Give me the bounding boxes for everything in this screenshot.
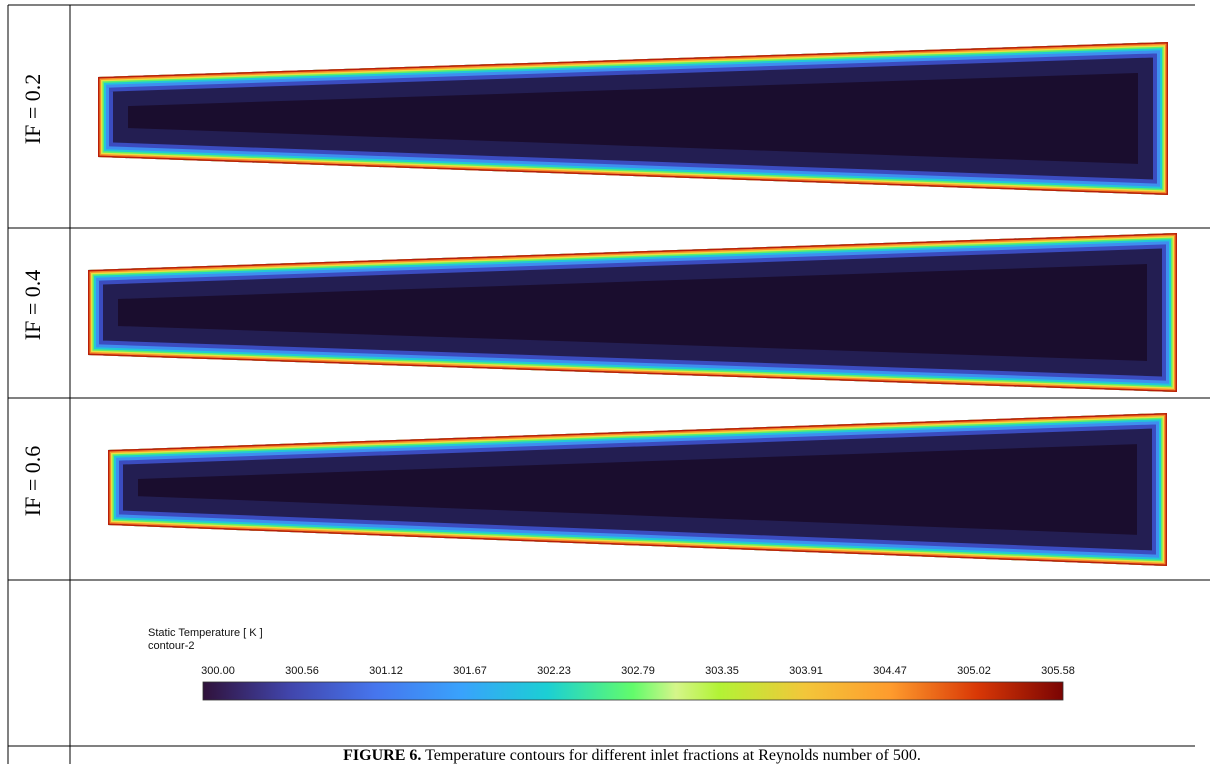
colorbar: [202, 681, 1064, 701]
colorbar-title: Static Temperature [ K ]: [148, 627, 263, 639]
colorbar-tick-label: 301.67: [453, 665, 487, 677]
colorbar-subtitle: contour-2: [148, 640, 194, 652]
contour-band: [108, 413, 1167, 566]
table-rules: [7, 4, 1210, 764]
contour-plot: [108, 413, 1167, 566]
caption-label: FIGURE 6.: [343, 747, 421, 764]
colorbar-tick-label: 302.23: [537, 665, 571, 677]
row-label: IF = 0.6: [20, 446, 45, 516]
contour-panels: [88, 42, 1177, 566]
caption-text: Temperature contours for different inlet…: [425, 747, 921, 764]
colorbar-tick-label: 305.02: [957, 665, 991, 677]
colorbar-tick-label: 301.12: [369, 665, 403, 677]
colorbar-ticks: 300.00 300.56 301.12 301.67 302.23 302.79 303.…: [201, 665, 1075, 677]
row-label: IF = 0.4: [20, 270, 45, 340]
colorbar-tick-label: 303.35: [705, 665, 739, 677]
row-label: IF = 0.2: [20, 74, 45, 144]
contour-plot: [98, 42, 1168, 195]
contour-plot: [88, 233, 1177, 392]
colorbar-tick-label: 304.47: [873, 665, 907, 677]
colorbar-tick-label: 303.91: [789, 665, 823, 677]
colorbar-tick-label: 302.79: [621, 665, 655, 677]
colorbar-tick-label: 300.56: [285, 665, 319, 677]
colorbar-tick-label: 300.00: [201, 665, 235, 677]
caption: FIGURE 6. Temperature contours for diffe…: [343, 747, 921, 764]
colorbar-tick-label: 305.58: [1041, 665, 1075, 677]
contour-band: [98, 42, 1168, 195]
